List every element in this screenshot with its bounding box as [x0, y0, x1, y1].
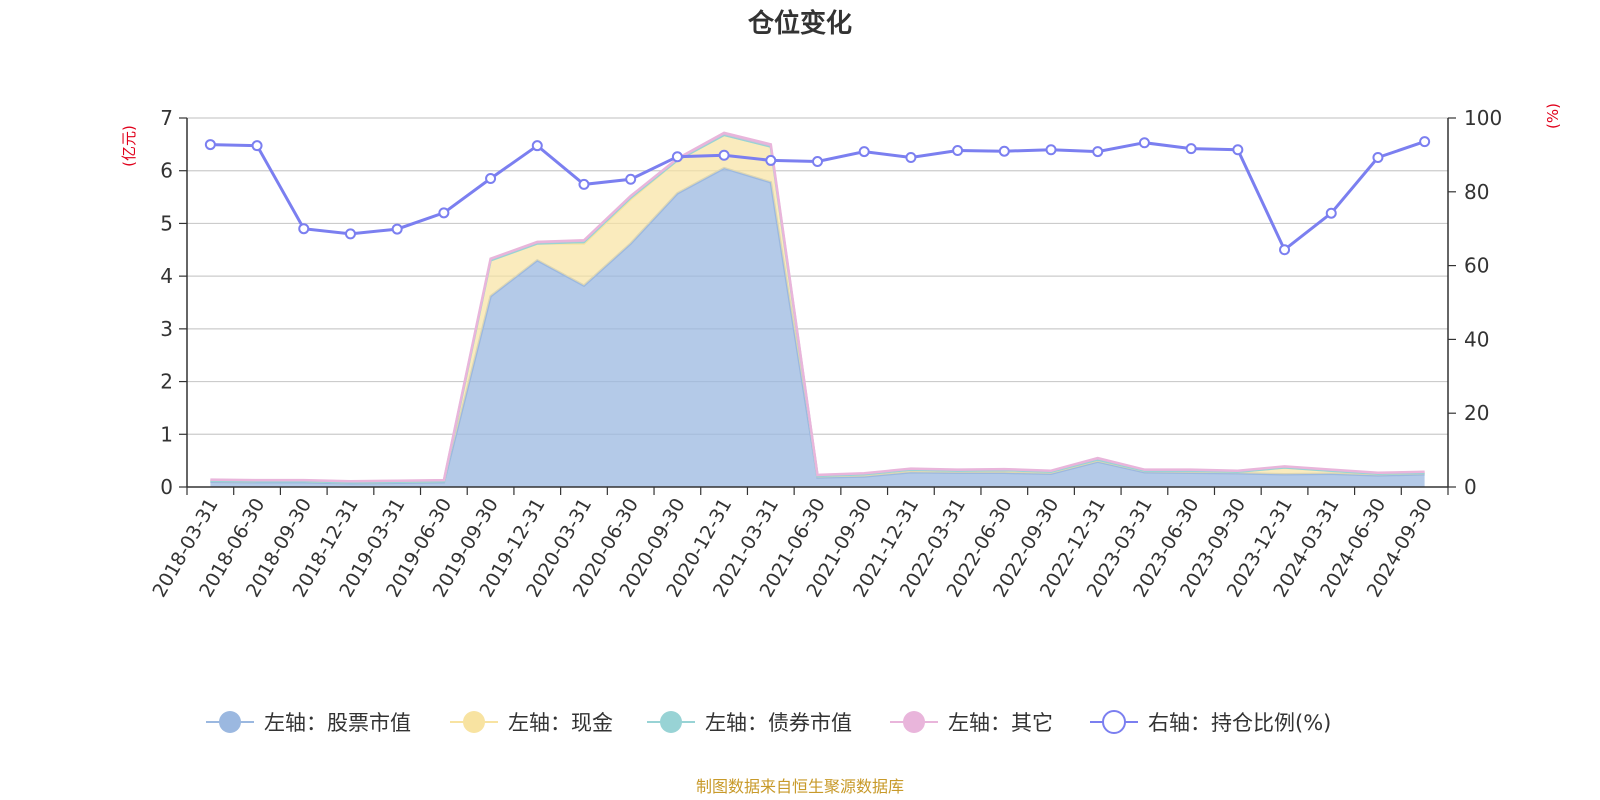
ratio-point — [905, 151, 917, 163]
right-tick-label: 80 — [1464, 180, 1489, 204]
left-tick-label: 7 — [160, 106, 173, 130]
position-ratio-line — [204, 136, 1431, 256]
ratio-point — [298, 223, 310, 235]
ratio-point — [1279, 244, 1291, 256]
area-edge-3 — [210, 131, 1425, 483]
area-edge-2 — [210, 133, 1425, 484]
legend-item[interactable]: 右轴：持仓比例(%) — [1090, 710, 1331, 735]
area-edge-0 — [210, 166, 1425, 485]
left-tick-label: 6 — [160, 159, 173, 183]
left-tick-label: 5 — [160, 211, 173, 235]
ratio-point — [671, 151, 683, 163]
area-3 — [210, 132, 1425, 483]
right-tick-label: 20 — [1464, 401, 1489, 425]
legend-label: 右轴：持仓比例(%) — [1148, 711, 1331, 735]
ratio-point — [1185, 143, 1197, 155]
legend-label: 左轴：现金 — [508, 711, 613, 735]
area-1 — [210, 134, 1425, 484]
legend-label: 左轴：债券市值 — [705, 711, 852, 735]
ratio-point — [578, 178, 590, 190]
ratio-point — [625, 173, 637, 185]
chart-title: 仓位变化 — [747, 8, 852, 39]
ratio-point — [998, 145, 1010, 157]
ratio-point — [1045, 144, 1057, 156]
ratio-point — [1419, 136, 1431, 148]
area-0 — [210, 168, 1425, 487]
ratio-point — [858, 146, 870, 158]
legend-marker — [463, 711, 485, 733]
legend-label: 左轴：其它 — [948, 711, 1053, 735]
ratio-point — [344, 228, 356, 240]
axes: 012345670204060801002018-03-312018-06-30… — [148, 106, 1502, 601]
ratio-point — [1138, 137, 1150, 149]
ratio-point — [391, 223, 403, 235]
left-axis-unit: (亿元) — [120, 125, 138, 167]
ratio-point — [1372, 151, 1384, 163]
area-edge-1 — [210, 133, 1425, 484]
ratio-point — [1232, 144, 1244, 156]
ratio-point — [1092, 146, 1104, 158]
legend-item[interactable]: 左轴：现金 — [450, 711, 613, 735]
legend-label: 左轴：股票市值 — [264, 711, 411, 735]
legend-item[interactable]: 左轴：债券市值 — [647, 711, 852, 735]
ratio-point — [718, 149, 730, 161]
stacked-areas — [210, 131, 1425, 487]
legend[interactable]: 左轴：股票市值 左轴：现金 左轴：债券市值 左轴：其它 右轴：持仓比例(%) — [206, 710, 1331, 735]
ratio-point — [485, 173, 497, 185]
right-tick-label: 100 — [1464, 106, 1502, 130]
left-tick-label: 1 — [160, 422, 173, 446]
legend-marker — [1102, 710, 1126, 734]
ratio-point — [438, 207, 450, 219]
left-tick-label: 2 — [160, 370, 173, 394]
left-tick-label: 0 — [160, 475, 173, 499]
ratio-point — [1325, 207, 1337, 219]
legend-marker — [219, 711, 241, 733]
legend-item[interactable]: 左轴：其它 — [890, 711, 1053, 735]
legend-item[interactable]: 左轴：股票市值 — [206, 711, 411, 735]
ratio-point — [204, 139, 216, 151]
legend-marker — [903, 711, 925, 733]
right-tick-label: 60 — [1464, 254, 1489, 278]
data-source-note: 制图数据来自恒生聚源数据库 — [696, 777, 904, 796]
grid-lines — [187, 117, 1448, 435]
area-2 — [210, 134, 1425, 483]
ratio-point — [251, 140, 263, 152]
legend-marker — [660, 711, 682, 733]
ratio-point — [765, 154, 777, 166]
right-tick-label: 0 — [1464, 475, 1477, 499]
left-tick-label: 3 — [160, 317, 173, 341]
ratio-point — [952, 144, 964, 156]
right-axis-unit: (%) — [1544, 103, 1562, 129]
ratio-point — [531, 140, 543, 152]
ratio-point — [812, 156, 823, 168]
left-tick-label: 4 — [160, 264, 173, 288]
right-tick-label: 40 — [1464, 327, 1489, 351]
